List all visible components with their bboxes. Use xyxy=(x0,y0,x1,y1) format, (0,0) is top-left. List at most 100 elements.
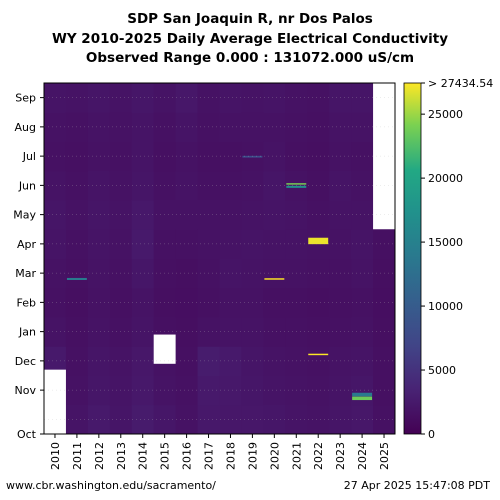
x-tick-label: 2017 xyxy=(203,442,216,470)
heatmap-cell xyxy=(87,375,111,406)
heatmap-cell xyxy=(65,287,89,318)
heatmap-cell xyxy=(351,317,374,347)
heatmap-cell xyxy=(263,287,286,318)
heatmap-cell xyxy=(307,375,330,406)
heatmap-cell xyxy=(175,200,199,230)
heatmap-cell xyxy=(87,229,111,259)
y-tick-label: Sep xyxy=(15,92,36,105)
y-tick-label: Mar xyxy=(15,267,36,280)
x-tick-label: 2022 xyxy=(312,442,325,470)
heatmap-cell xyxy=(109,170,133,201)
heatmap-cell xyxy=(219,200,242,230)
heatmap-cell xyxy=(219,112,242,142)
missing-data-region xyxy=(153,334,176,364)
heatmap-spike xyxy=(352,392,373,397)
heatmap-cell xyxy=(131,170,155,201)
heatmap-cell xyxy=(175,287,199,318)
y-tick-label: Jul xyxy=(22,150,36,163)
y-tick-label: May xyxy=(13,209,36,222)
colorbar-tick-label: 15000 xyxy=(428,236,463,249)
heatmap-cell xyxy=(109,141,133,172)
heatmap-cell xyxy=(263,346,286,376)
heatmap-cell xyxy=(351,112,374,142)
footer-url[interactable]: www.cbr.washington.edu/sacramento/ xyxy=(6,479,216,492)
y-tick-label: Oct xyxy=(17,428,37,441)
heatmap-cell xyxy=(109,229,133,259)
heatmap-cell xyxy=(44,287,67,318)
heatmap-cell xyxy=(263,229,286,259)
footer-timestamp: 27 Apr 2025 15:47:08 PDT xyxy=(343,479,490,492)
heatmap-cell xyxy=(131,287,155,318)
heatmap-spike xyxy=(352,396,373,401)
heatmap-cell xyxy=(87,83,111,113)
heatmap-cell xyxy=(65,404,89,435)
heatmap-cell xyxy=(87,141,111,172)
heatmap-cell xyxy=(263,375,286,406)
heatmap-cell xyxy=(87,112,111,142)
heatmap-cell xyxy=(351,170,374,201)
x-tick-label: 2020 xyxy=(268,442,281,470)
heatmap-cell xyxy=(351,375,374,406)
heatmap-cell xyxy=(219,170,242,201)
heatmap-cell xyxy=(109,83,133,113)
heatmap-cell xyxy=(219,258,242,289)
x-tick-label: 2015 xyxy=(159,442,172,470)
heatmap-cell xyxy=(175,375,199,406)
heatmap-spike xyxy=(242,155,263,158)
heatmap-cell xyxy=(65,141,89,172)
heatmap-cell xyxy=(109,375,133,406)
heatmap-cell xyxy=(87,404,111,435)
heatmap-spike xyxy=(66,277,87,280)
heatmap-spike xyxy=(264,278,285,280)
heatmap-cell xyxy=(175,346,199,376)
x-tick-label: 2016 xyxy=(181,442,194,470)
heatmap-cell xyxy=(109,346,133,376)
heatmap-cell xyxy=(219,287,242,318)
heatmap-cell xyxy=(307,200,330,230)
x-tick-label: 2021 xyxy=(290,442,303,470)
heatmap-cell xyxy=(351,141,374,172)
heatmap-cell xyxy=(131,346,155,376)
heatmap-cell xyxy=(175,112,199,142)
heatmap-cell xyxy=(87,170,111,201)
y-tick-label: Apr xyxy=(17,238,37,251)
heatmap-cell xyxy=(65,170,89,201)
heatmap-cell xyxy=(175,170,199,201)
heatmap-cell xyxy=(87,317,111,347)
heatmap-cell xyxy=(351,346,374,376)
colorbar-gradient xyxy=(403,82,422,435)
heatmap-cell xyxy=(219,83,242,113)
heatmap-cell xyxy=(131,258,155,289)
heatmap-cell xyxy=(131,375,155,406)
heatmap-cell xyxy=(109,404,133,435)
heatmap-cell xyxy=(131,141,155,172)
heatmap-cell xyxy=(351,287,374,318)
chart-title: SDP San Joaquin R, nr Dos Palos xyxy=(127,11,373,27)
y-tick-label: Aug xyxy=(15,121,36,134)
colorbar-tick-label: 25000 xyxy=(428,108,463,121)
x-tick-label: 2023 xyxy=(334,442,347,470)
heatmap-cell xyxy=(65,229,89,259)
missing-data-region xyxy=(44,369,66,434)
heatmap-cell xyxy=(263,317,286,347)
x-tick-label: 2011 xyxy=(71,442,84,470)
heatmap-cell xyxy=(307,112,330,142)
heatmap-cell xyxy=(44,83,67,113)
heatmap-cell xyxy=(65,83,89,113)
heatmap-cell xyxy=(219,229,242,259)
heatmap-cell xyxy=(175,258,199,289)
heatmap-cell xyxy=(131,83,155,113)
chart-range-note: Observed Range 0.000 : 131072.000 uS/cm xyxy=(85,50,415,66)
heatmap-cell xyxy=(175,404,199,435)
heatmap-cell xyxy=(131,200,155,230)
heatmap-cell xyxy=(307,287,330,318)
heatmap-spike xyxy=(286,183,307,185)
heatmap-cell xyxy=(263,258,286,289)
heatmap-cell xyxy=(44,229,67,259)
heatmap-cell xyxy=(65,200,89,230)
heatmap-cell xyxy=(351,229,374,259)
heatmap-cell xyxy=(351,83,374,113)
heatmap-cell xyxy=(65,346,89,376)
heatmap-cell xyxy=(44,317,67,347)
